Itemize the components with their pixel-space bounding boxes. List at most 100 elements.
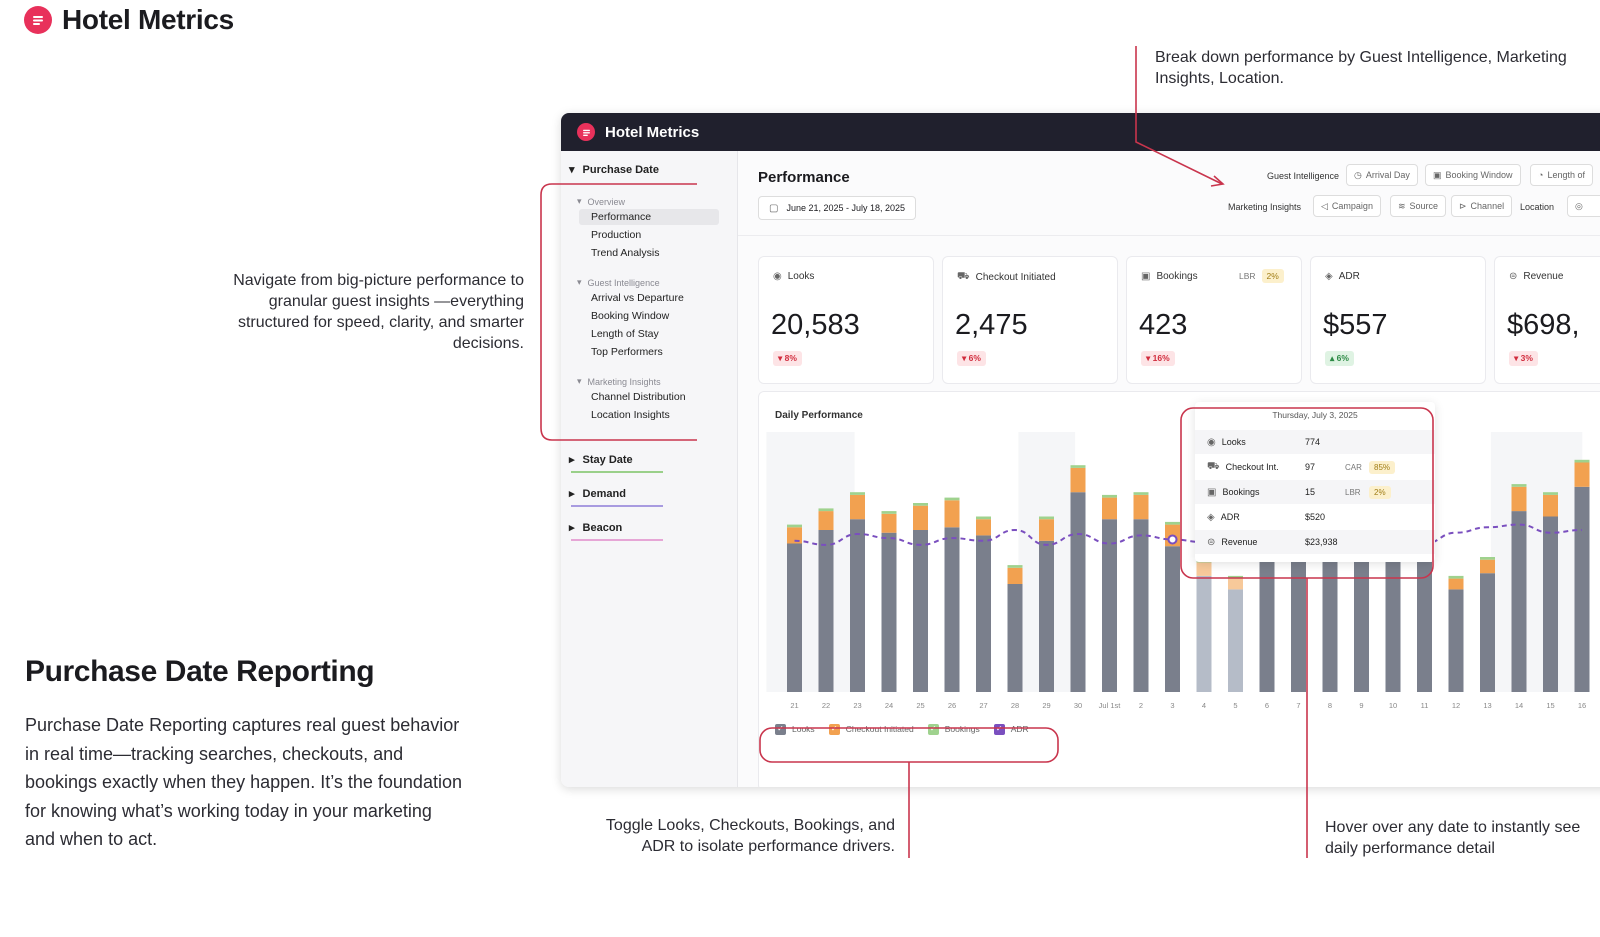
sidebar-item-booking-window[interactable]: Booking Window xyxy=(591,310,670,322)
caret-down-icon: ▾ xyxy=(577,196,582,206)
daily-performance-chart[interactable]: 21 22 23 24 25 26 27 28 29 30 Jul 1st 2 3 4 5 6 7 8 9 10 11 1… xyxy=(759,392,1600,722)
adr-hover-point xyxy=(1167,534,1178,545)
filter-length-of-stay[interactable]: ◔ Length of xyxy=(1530,164,1593,186)
kpi-card-looks[interactable]: ◉ Looks 20,583 ▾ 8% xyxy=(758,256,934,384)
sidebar-item-performance[interactable]: Performance xyxy=(579,209,719,225)
calendar-icon: ▢ xyxy=(769,202,779,214)
tooltip-date: Thursday, July 3, 2025 xyxy=(1272,410,1358,420)
x-tick-label: 7 xyxy=(1296,701,1300,710)
bar-checkout-initiated xyxy=(1039,519,1054,541)
sidebar-item-trend-analysis[interactable]: Trend Analysis xyxy=(591,247,660,259)
check-icon: ✓ xyxy=(828,723,840,735)
legend-toggle-checkout-initiated[interactable]: ✓ Checkout Initiated xyxy=(828,723,914,735)
tooltip-row-revenue: ⊜ Revenue $23,938 xyxy=(1195,530,1435,554)
annotation-toggle: Toggle Looks, Checkouts, Bookings, and A… xyxy=(605,817,895,855)
app-logo-icon xyxy=(577,123,595,141)
legend-toggle-adr[interactable]: ✓ ADR xyxy=(993,723,1029,735)
bar-checkout-initiated xyxy=(850,494,865,520)
bar-looks xyxy=(913,530,928,692)
annotation-breakdown: Break down performance by Guest Intellig… xyxy=(1155,49,1567,87)
bar-bookings xyxy=(1480,557,1495,560)
sidebar-section-beacon[interactable]: ▸ Beacon xyxy=(569,521,623,535)
caret-right-icon: ▸ xyxy=(569,488,575,500)
hotel-metrics-logo xyxy=(24,6,52,34)
sidebar-item-arrival-vs-departure[interactable]: Arrival vs Departure xyxy=(591,292,684,304)
x-tick-label: 23 xyxy=(853,701,861,710)
bar-looks xyxy=(1417,546,1432,692)
sidebar-item-top-performers[interactable]: Top Performers xyxy=(591,346,663,358)
sidebar-group-marketing-insights[interactable]: ▾ Marketing Insights xyxy=(577,376,661,387)
filter-location[interactable]: ◎ xyxy=(1567,195,1600,217)
sidebar-item-length-of-stay[interactable]: Length of Stay xyxy=(591,328,659,340)
x-tick-label: 25 xyxy=(916,701,924,710)
sidebar-section-purchase-date[interactable]: ▾ Purchase Date xyxy=(569,163,659,177)
x-tick-label: 2 xyxy=(1139,701,1143,710)
x-tick-label: 28 xyxy=(1011,701,1019,710)
tooltip-row-checkout: ⛟ Checkout Int. 97 CAR 85% xyxy=(1195,455,1435,479)
channel-icon: ⊳ xyxy=(1459,200,1467,211)
sidebar-group-overview[interactable]: ▾ Overview xyxy=(577,196,626,207)
check-icon: ✓ xyxy=(927,723,939,735)
bar-checkout-initiated xyxy=(1574,462,1590,487)
bar-checkout-initiated xyxy=(1102,497,1117,520)
bar-looks xyxy=(1385,548,1401,692)
sidebar-item-location-insights[interactable]: Location Insights xyxy=(591,409,670,421)
annotation-navigation: Navigate from big-picture performance to… xyxy=(233,272,524,352)
marketing-insights-filter-label: Marketing Insights xyxy=(1228,202,1302,212)
bar-looks xyxy=(1448,589,1464,692)
bar-looks xyxy=(1480,573,1495,692)
filter-booking-window[interactable]: ▣ Booking Window xyxy=(1425,164,1521,186)
bar-checkout-initiated xyxy=(1007,567,1023,584)
app-title-bar: Hotel Metrics xyxy=(561,113,1600,151)
caret-down-icon: ▾ xyxy=(577,376,582,386)
bar-looks xyxy=(1543,516,1558,692)
sidebar-item-channel-distribution[interactable]: Channel Distribution xyxy=(591,391,686,403)
date-range-picker[interactable]: ▢ June 21, 2025 - July 18, 2025 xyxy=(758,196,917,220)
filter-campaign[interactable]: ◁ Campaign xyxy=(1313,195,1381,217)
bar-looks xyxy=(1574,486,1590,692)
chart-title: Daily Performance xyxy=(775,410,863,421)
filter-source[interactable]: ≋ Source xyxy=(1390,195,1447,217)
chart-legend: ✓ Looks ✓ Checkout Initiated ✓ Bookings ✓ AD… xyxy=(759,714,1045,744)
legend-toggle-bookings[interactable]: ✓ Bookings xyxy=(927,723,980,735)
filter-channel[interactable]: ⊳ Channel xyxy=(1451,195,1513,217)
tooltip-row-adr: ◈ ADR $520 xyxy=(1207,511,1326,523)
kpi-card-adr[interactable]: ◈ ADR $557 ▴ 6% xyxy=(1310,256,1486,384)
filter-arrival-day[interactable]: ◷ Arrival Day xyxy=(1346,164,1418,186)
bar-bookings xyxy=(818,508,834,512)
bar-bookings xyxy=(787,524,802,528)
sidebar-group-guest-intelligence[interactable]: ▾ Guest Intelligence xyxy=(577,277,660,288)
brand-title: Hotel Metrics xyxy=(62,4,234,35)
bar-bookings xyxy=(1448,575,1464,579)
kpi-card-revenue[interactable]: ⊜ Revenue $698, ▾ 3% xyxy=(1494,256,1600,384)
kpi-card-checkout-initiated[interactable]: ⛟ Checkout Initiated 2,475 ▾ 6% xyxy=(942,256,1118,384)
bar-bookings xyxy=(1511,484,1527,487)
stay-date-underline xyxy=(571,471,663,473)
sidebar-item-production[interactable]: Production xyxy=(591,229,642,241)
bar-looks xyxy=(1259,548,1275,692)
x-tick-label: 5 xyxy=(1233,701,1237,710)
bar-looks xyxy=(1102,519,1117,692)
x-tick-label: 26 xyxy=(948,701,956,710)
sidebar-section-stay-date[interactable]: ▸ Stay Date xyxy=(569,453,633,467)
bar-bookings xyxy=(944,497,960,501)
kpi-lbr-tag: LBR 2% xyxy=(1239,269,1284,283)
caret-down-icon: ▾ xyxy=(577,277,582,287)
chart-highlight-band xyxy=(766,432,855,692)
kpi-delta-badge: ▴ 6% xyxy=(1325,351,1354,366)
bar-checkout-initiated xyxy=(1070,467,1086,493)
sidebar-section-demand[interactable]: ▸ Demand xyxy=(569,487,626,501)
kpi-value: 20,583 xyxy=(771,309,860,341)
bar-looks xyxy=(787,543,802,692)
sidebar: ▾ Purchase Date ▾ Overview Performance P… xyxy=(561,151,738,787)
bar-looks xyxy=(1322,548,1338,692)
bar-bookings xyxy=(1070,465,1086,468)
legend-toggle-looks[interactable]: ✓ Looks xyxy=(775,723,815,735)
kpi-value: $698, xyxy=(1507,309,1580,341)
kpi-card-bookings[interactable]: ▣ Bookings LBR 2% 423 ▾ 16% xyxy=(1126,256,1302,384)
tag-icon: ◈ xyxy=(1325,271,1333,282)
bar-bookings xyxy=(881,511,897,514)
tooltip-row-looks: ◉ Looks 774 xyxy=(1195,430,1435,454)
kpi-delta-badge: ▾ 8% xyxy=(773,351,802,366)
eye-icon: ◉ xyxy=(1207,436,1216,448)
